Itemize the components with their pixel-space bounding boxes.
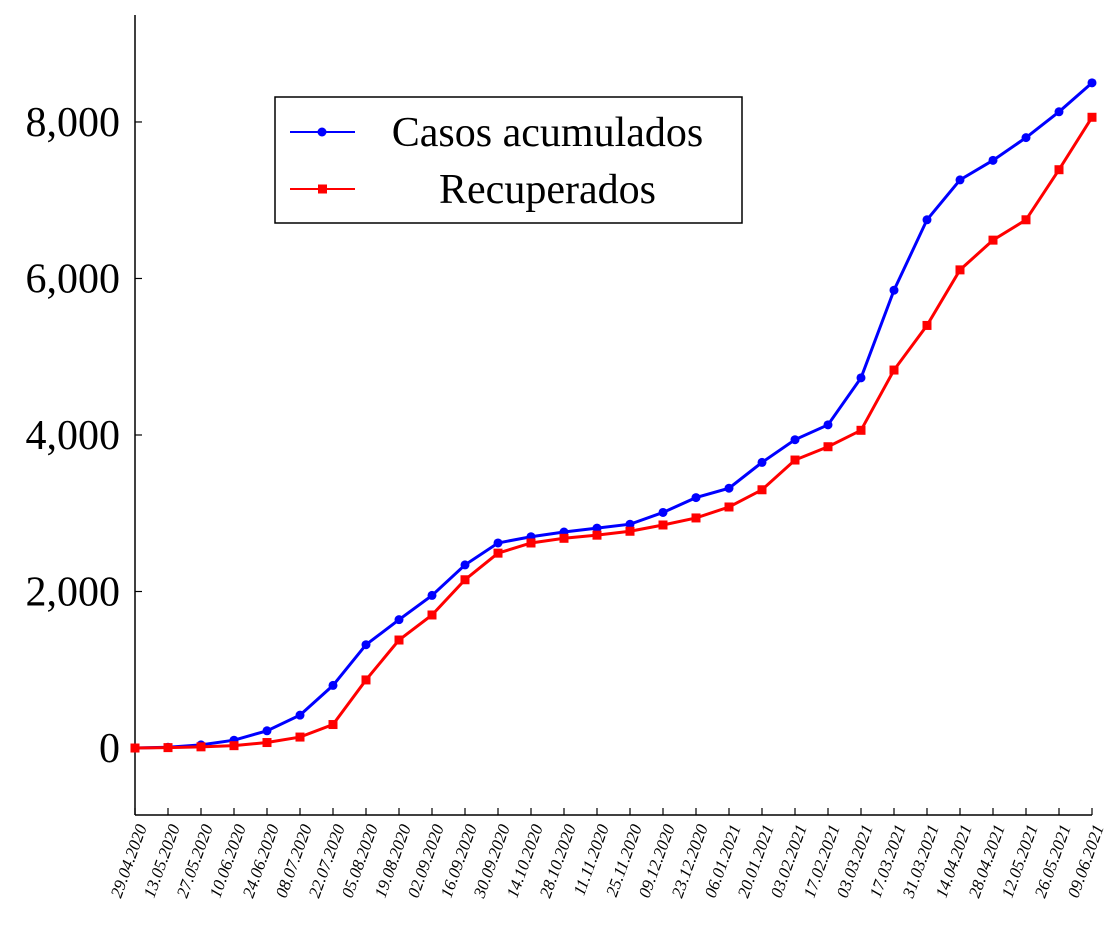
marker xyxy=(460,560,470,570)
marker xyxy=(790,455,800,465)
marker xyxy=(790,435,800,445)
marker xyxy=(1021,133,1031,143)
marker xyxy=(559,533,569,543)
marker xyxy=(658,507,668,517)
marker xyxy=(1087,112,1097,122)
marker xyxy=(724,483,734,493)
legend-marker xyxy=(317,127,327,137)
series xyxy=(130,112,1097,753)
y-tick-label: 8,000 xyxy=(26,100,121,146)
marker xyxy=(493,538,503,548)
marker xyxy=(823,420,833,430)
marker xyxy=(988,235,998,245)
marker xyxy=(922,320,932,330)
marker xyxy=(592,523,602,533)
marker xyxy=(295,732,305,742)
marker xyxy=(229,741,239,751)
marker xyxy=(394,635,404,645)
marker xyxy=(625,519,635,529)
marker xyxy=(196,742,206,752)
marker xyxy=(889,365,899,375)
marker xyxy=(1054,165,1064,175)
marker xyxy=(856,373,866,383)
marker xyxy=(1054,107,1064,117)
marker xyxy=(361,675,371,685)
marker xyxy=(922,215,932,225)
marker xyxy=(1087,78,1097,88)
marker xyxy=(691,513,701,523)
marker xyxy=(757,485,767,495)
series-line xyxy=(134,81,1093,750)
y-tick-label: 2,000 xyxy=(26,570,121,616)
marker xyxy=(427,610,437,620)
legend-marker xyxy=(318,184,327,194)
marker xyxy=(394,615,404,625)
marker xyxy=(757,457,767,467)
marker xyxy=(493,548,503,558)
marker xyxy=(691,493,701,503)
marker xyxy=(823,442,833,452)
marker xyxy=(625,526,635,536)
legend-label: Casos acumulados xyxy=(392,110,703,156)
series-line xyxy=(134,116,1094,750)
legend-label: Recuperados xyxy=(439,167,656,213)
marker xyxy=(724,502,734,512)
marker xyxy=(262,726,272,736)
y-tick-label: 4,000 xyxy=(26,413,121,459)
marker xyxy=(526,538,536,548)
marker xyxy=(592,530,602,540)
marker xyxy=(328,720,338,730)
y-tick-label: 0 xyxy=(99,726,120,772)
marker xyxy=(163,743,173,753)
marker xyxy=(460,575,470,585)
series xyxy=(130,78,1097,753)
marker xyxy=(1021,215,1031,225)
marker xyxy=(130,743,140,753)
marker xyxy=(856,425,866,435)
marker xyxy=(295,710,305,720)
marker xyxy=(955,265,965,275)
marker xyxy=(427,590,437,600)
marker xyxy=(889,285,899,295)
marker xyxy=(658,520,668,530)
marker xyxy=(361,640,371,650)
marker xyxy=(988,155,998,165)
y-tick-label: 6,000 xyxy=(26,256,121,302)
marker xyxy=(328,680,338,690)
marker xyxy=(262,738,272,748)
legend-box xyxy=(274,96,743,224)
marker xyxy=(955,175,965,185)
